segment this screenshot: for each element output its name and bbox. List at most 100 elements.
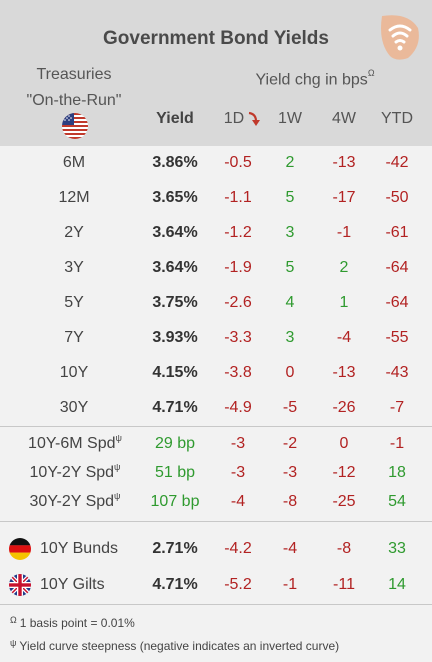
change-1d: -2.6 [224,294,252,311]
change-ytd: 18 [388,464,406,481]
change-1w: 3 [285,329,295,346]
yield-value: 107 bp [150,493,200,510]
row-label: 3Y [64,259,84,276]
table-row: 10Y Bunds 2.71% -4.2 -4 -8 33 [0,534,432,564]
row-label: 30Y [59,399,89,416]
change-ytd: -43 [385,364,409,381]
table-row: 30Y 4.71% -4.9 -5 -26 -7 [0,393,432,423]
change-1d: -1.1 [224,189,252,206]
table-row: 3Y 3.64% -1.9 5 2 -64 [0,253,432,283]
change-1w: -1 [282,576,298,593]
change-1w: -3 [282,464,298,481]
yield-value: 3.86% [152,154,198,171]
change-ytd: -42 [385,154,409,171]
yield-value: 3.75% [152,294,198,311]
col-header-1d: 1D [223,110,245,127]
change-4w: -12 [332,464,356,481]
yield-change-label: Yield chg in bpsΩ [255,68,375,89]
col-header-ytd: YTD [381,110,413,127]
change-4w: -13 [332,364,356,381]
row-label: 10Y Bunds [40,540,118,557]
change-1w: 5 [285,189,295,206]
row-label: 30Y-2Y Spdψ [29,491,121,510]
change-1w: 4 [285,294,295,311]
germany-flag-icon [9,538,31,560]
row-label: 10Y Gilts [40,576,105,593]
change-1d: -5.2 [224,576,252,593]
change-1d: -1.9 [224,259,252,276]
change-4w: -1 [336,224,352,241]
change-1d: -0.5 [224,154,252,171]
change-4w: 1 [339,294,349,311]
table-row: 5Y 3.75% -2.6 4 1 -64 [0,288,432,318]
change-1w: 0 [285,364,295,381]
change-1w: -4 [282,540,298,557]
change-ytd: 54 [388,493,406,510]
yield-value: 4.71% [152,576,198,593]
change-ytd: -50 [385,189,409,206]
table-row: 6M 3.86% -0.5 2 -13 -42 [0,148,432,178]
row-label: 7Y [64,329,84,346]
omega-footnote-marker: Ω [367,68,375,78]
yield-value: 3.93% [152,329,198,346]
row-label: 2Y [64,224,84,241]
change-4w: -26 [332,399,356,416]
change-1w: -8 [282,493,298,510]
change-ytd: -1 [389,435,405,452]
section-divider [0,604,432,605]
section-divider [0,521,432,522]
row-label: 12M [58,189,90,206]
yield-value: 4.71% [152,399,198,416]
change-ytd: -61 [385,224,409,241]
table-row: 10Y Gilts 4.71% -5.2 -1 -11 14 [0,570,432,600]
yield-value: 3.64% [152,224,198,241]
change-4w: -4 [336,329,352,346]
table-row: 7Y 3.93% -3.3 3 -4 -55 [0,323,432,353]
sort-down-arrow-icon [248,111,260,126]
col-header-yield: Yield [156,110,194,127]
change-4w: -25 [332,493,356,510]
table-row: 12M 3.65% -1.1 5 -17 -50 [0,183,432,213]
table-header: Government Bond Yields Treasuries "On-th… [0,0,432,146]
change-ytd: -55 [385,329,409,346]
change-1w: -2 [282,435,298,452]
col-header-1w: 1W [278,110,302,127]
row-label: 10Y-2Y Spdψ [29,462,121,481]
change-1w: 2 [285,154,295,171]
change-4w: 2 [339,259,349,276]
change-1w: -5 [282,399,298,416]
change-4w: -17 [332,189,356,206]
change-1w: 3 [285,224,295,241]
on-the-run-label: "On-the-Run" [26,92,122,109]
us-flag-icon [62,113,88,139]
page-title: Government Bond Yields [103,28,329,49]
change-4w: 0 [339,435,349,452]
psi-footnote-marker: ψ [114,491,121,501]
psi-footnote-marker: ψ [115,433,122,443]
change-1d: -1.2 [224,224,252,241]
change-4w: -11 [333,576,355,593]
change-ytd: -64 [385,259,409,276]
change-1d: -4.9 [224,399,252,416]
yield-value: 2.71% [152,540,198,557]
row-label: 5Y [64,294,84,311]
change-1d: -3.3 [224,329,252,346]
change-4w: -8 [336,540,352,557]
yield-value: 4.15% [152,364,198,381]
col-header-4w: 4W [332,110,356,127]
table-row: 10Y-6M Spdψ 29 bp -3 -2 0 -1 [0,429,432,459]
table-row: 30Y-2Y Spdψ 107 bp -4 -8 -25 54 [0,487,432,517]
change-ytd: 14 [388,576,406,593]
change-1d: -3.8 [224,364,252,381]
yield-value: 29 bp [154,435,196,452]
table-row: 10Y-2Y Spdψ 51 bp -3 -3 -12 18 [0,458,432,488]
wifi-logo-icon [381,15,419,60]
change-ytd: -64 [385,294,409,311]
table-row: 10Y 4.15% -3.8 0 -13 -43 [0,358,432,388]
row-label: 6M [62,154,86,171]
change-1d: -3 [230,435,246,452]
change-4w: -13 [332,154,356,171]
change-1d: -4 [230,493,246,510]
change-1w: 5 [285,259,295,276]
